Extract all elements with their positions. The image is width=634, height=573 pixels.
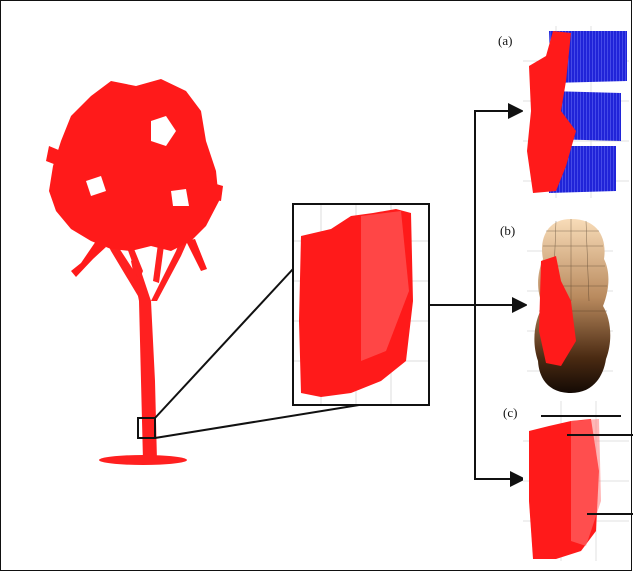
connector-arrows <box>429 103 528 487</box>
zoom-line-bottom <box>154 404 360 439</box>
tree-crown-lobe <box>71 241 106 277</box>
tree-base <box>99 455 187 465</box>
panel-a-label: (a) <box>498 33 513 49</box>
arrow-c <box>474 305 526 487</box>
zoom-line-top <box>154 268 294 419</box>
tree-trunk <box>131 256 157 461</box>
tree-crown-lobe <box>186 239 207 271</box>
tree-crown-lobe <box>46 146 61 166</box>
tree-crown-gap <box>171 189 189 206</box>
inset-trunk-sparse <box>361 211 409 361</box>
panel-c <box>523 401 633 561</box>
panel-b-label: (b) <box>500 223 516 239</box>
panel-a <box>523 26 629 198</box>
panel-a-points <box>527 31 576 193</box>
trunk-selection-box <box>137 417 156 439</box>
tree-crown-lobe <box>206 181 223 201</box>
zoomed-inset <box>292 203 430 406</box>
tree-crown <box>49 79 219 251</box>
arrow-a <box>474 103 524 305</box>
panel-b <box>527 216 613 393</box>
tree-crown-gap <box>151 116 176 146</box>
panel-c-label: (c) <box>503 405 518 421</box>
tree-point-cloud <box>46 79 223 465</box>
tree-crown-gap <box>86 176 106 196</box>
panel-b-points <box>539 256 576 366</box>
